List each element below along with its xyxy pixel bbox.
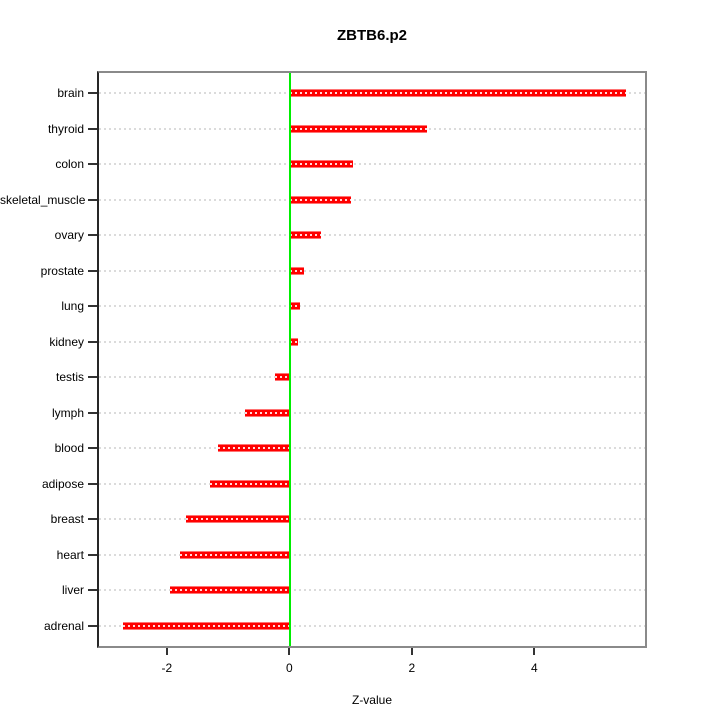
y-tick-label: blood xyxy=(54,441,84,456)
y-tick-label: kidney xyxy=(49,334,84,349)
y-tick-label: adrenal xyxy=(43,618,84,633)
plot-area xyxy=(97,71,647,648)
bar-lymph xyxy=(244,408,290,417)
zero-reference-line xyxy=(288,73,291,646)
y-tick-mark xyxy=(88,305,97,308)
bar-adrenal xyxy=(122,621,291,630)
bar-breast xyxy=(185,515,290,524)
x-tick-mark xyxy=(288,648,291,655)
y-tick-mark xyxy=(88,340,97,343)
x-tick-mark xyxy=(410,648,413,655)
y-tick-mark xyxy=(88,553,97,556)
x-tick-label: 2 xyxy=(408,661,416,675)
y-tick-label: ovary xyxy=(54,228,84,243)
bar-ovary xyxy=(289,231,321,240)
y-tick-label: brain xyxy=(57,86,84,101)
gridline xyxy=(99,234,645,237)
y-tick-mark xyxy=(88,447,97,450)
y-tick-label: thyroid xyxy=(47,121,84,136)
x-tick-label: 0 xyxy=(285,661,293,675)
gridline xyxy=(99,553,645,556)
bar-heart xyxy=(179,550,290,559)
bar-adipose xyxy=(210,479,290,488)
gridline xyxy=(99,305,645,308)
y-tick-label: colon xyxy=(55,157,84,172)
bar-kidney xyxy=(289,337,298,346)
x-tick-label: 4 xyxy=(530,661,538,675)
y-tick-mark xyxy=(88,234,97,237)
y-tick-mark xyxy=(88,163,97,166)
bar-lung xyxy=(289,302,301,311)
bar-blood xyxy=(218,444,290,453)
gridline xyxy=(99,269,645,272)
gridline xyxy=(99,624,645,627)
y-tick-label: testis xyxy=(55,370,84,385)
y-tick-label: lymph xyxy=(51,405,84,420)
y-tick-mark xyxy=(88,589,97,592)
y-tick-mark xyxy=(88,518,97,521)
bar-thyroid xyxy=(289,124,427,133)
y-tick-label: adipose xyxy=(41,476,84,491)
bar-brain xyxy=(289,89,627,98)
gridline xyxy=(99,198,645,201)
y-tick-mark xyxy=(88,411,97,414)
gridline xyxy=(99,447,645,450)
y-tick-label: lung xyxy=(61,299,84,314)
gridline xyxy=(99,518,645,521)
y-tick-label: liver xyxy=(61,583,84,598)
y-tick-mark xyxy=(88,624,97,627)
gridline xyxy=(99,589,645,592)
gridline xyxy=(99,482,645,485)
x-tick-mark xyxy=(165,648,168,655)
y-tick-label: prostate xyxy=(40,263,84,278)
y-tick-mark xyxy=(88,198,97,201)
x-tick-mark xyxy=(533,648,536,655)
gridline xyxy=(99,376,645,379)
y-tick-mark xyxy=(88,127,97,130)
bar-testis xyxy=(274,373,291,382)
x-tick-label: -2 xyxy=(161,661,173,675)
y-tick-mark xyxy=(88,269,97,272)
bar-liver xyxy=(170,586,290,595)
gridline xyxy=(99,411,645,414)
gridline xyxy=(99,163,645,166)
bar-prostate xyxy=(289,266,305,275)
y-tick-label: heart xyxy=(56,547,84,562)
gridline xyxy=(99,340,645,343)
y-tick-label: breast xyxy=(50,512,84,527)
chart-title: ZBTB6.p2 xyxy=(336,27,407,44)
y-tick-mark xyxy=(88,92,97,95)
y-tick-mark xyxy=(88,482,97,485)
y-tick-mark xyxy=(88,376,97,379)
y-tick-label: skeletal_muscle xyxy=(0,192,86,207)
bar-skeletal_muscle xyxy=(289,195,351,204)
x-axis-title: Z-value xyxy=(351,693,392,707)
bar-colon xyxy=(289,160,353,169)
